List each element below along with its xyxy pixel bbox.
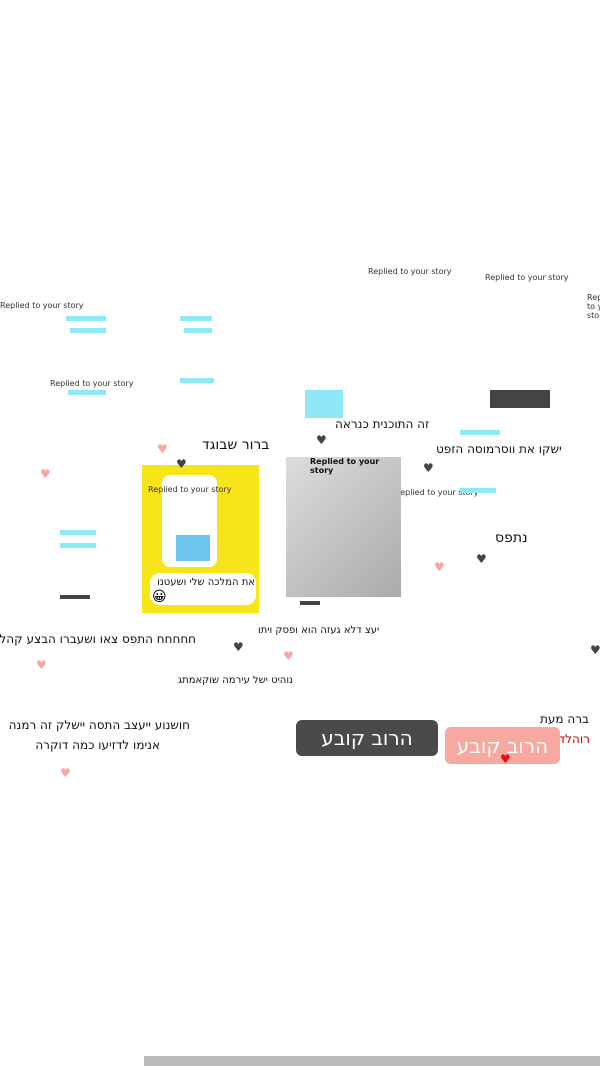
caption-line: יעצ דלא געזה הוא ופסק ויתו <box>258 625 380 636</box>
caption-line: אנימו לדזיעו כמה דוקרה <box>35 738 160 752</box>
heart-icon: ♥ <box>176 457 187 471</box>
caption-right-top: ישקו את ווסרמוסה הזפט <box>436 442 562 456</box>
heart-icon: ♥ <box>157 442 168 456</box>
story-reply-label: Replied to your story <box>485 273 569 282</box>
heart-icon: ♥ <box>590 643 600 657</box>
story-reply-label: Replied to your story <box>587 293 600 320</box>
story-reply-label: Replied to your story <box>148 485 232 494</box>
heart-icon: ♥ <box>434 560 445 574</box>
caption-line: ברה מעת <box>540 712 589 726</box>
story-card-grey: Replied to your story <box>286 457 401 597</box>
majority-decides-button[interactable]: הרוב קובע <box>296 720 438 756</box>
heart-icon: ♥ <box>423 461 434 475</box>
heart-icon: ♥ <box>40 467 51 481</box>
majority-decides-pink-button[interactable]: הרוב קובע <box>445 727 560 764</box>
caption-clearly-cheating: ברור שבוגד <box>202 437 270 453</box>
heart-icon: ♥ <box>36 658 47 672</box>
story-reply-label: Replied to your story <box>395 488 479 497</box>
scrollbar[interactable] <box>144 1056 600 1066</box>
smiley-icon: 😀 <box>152 589 167 605</box>
heart-icon: ♥ <box>500 752 511 766</box>
caption-line: נוהיט ישל עירמה שוקאמתג <box>178 675 294 686</box>
story-reply-label: Replied to your story <box>0 301 84 310</box>
heart-icon: ♥ <box>476 552 487 566</box>
caption-probably-the-plan: זה התוכנית כנראה <box>335 417 430 431</box>
story-reply-label: Replied to your story <box>310 457 380 475</box>
heart-icon: ♥ <box>233 640 244 654</box>
story-reply-label: Replied to your story <box>50 379 134 388</box>
caption-line: חושנוע ייעצב התסה יישלק זה רמנה <box>8 718 190 732</box>
heart-icon: ♥ <box>60 766 71 780</box>
caption-line: חחחחח התפס צאו ושעברו הבצע קהלו <box>0 632 196 646</box>
heart-icon: ♥ <box>283 649 294 663</box>
story-card-yellow: Replied to your story את המלכה שלי ושעטנ… <box>142 465 259 613</box>
heart-icon: ♥ <box>316 433 327 447</box>
caption-caught: נתפס <box>495 530 528 546</box>
caption-my-queen: את המלכה שלי ושעטנו <box>157 577 255 588</box>
story-reply-label: Replied to your story <box>368 267 452 276</box>
